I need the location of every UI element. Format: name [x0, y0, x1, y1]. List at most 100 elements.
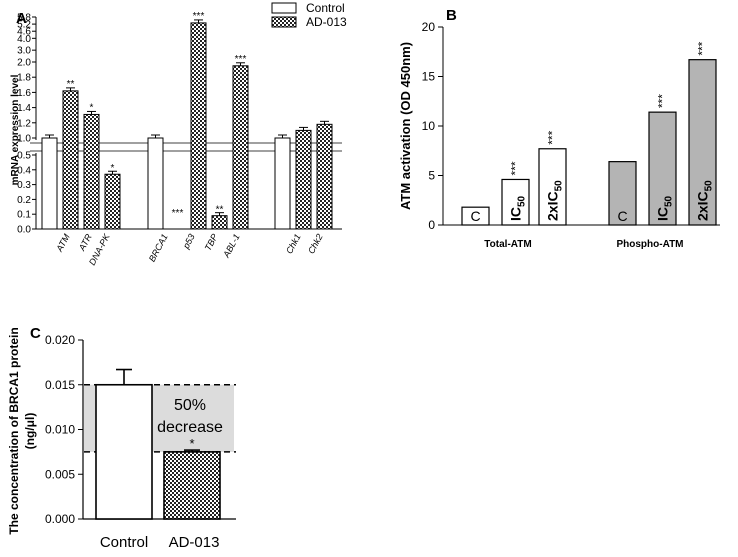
panel-a-letter: A	[16, 10, 27, 27]
y-tick-label: 1.0	[17, 134, 31, 145]
y-tick-label: 0.005	[45, 467, 75, 481]
annotation-percent: 50%	[174, 397, 206, 414]
bar	[538, 148, 567, 226]
panel-b-y-axis-label: ATM activation (OD 450nm)	[398, 42, 413, 210]
significance-marker: ***	[235, 54, 247, 65]
bar	[501, 178, 530, 226]
bar-ad013	[104, 173, 121, 230]
y-tick-label: 0.020	[45, 333, 75, 347]
y-tick-label: 5.8	[17, 13, 31, 24]
y-tick-label: 0.0	[17, 225, 31, 236]
y-tick-label: 1.2	[17, 118, 31, 129]
y-tick-label: 20	[422, 20, 436, 34]
bar-ad013	[211, 215, 228, 230]
y-tick-label: 2.0	[17, 58, 31, 69]
bar	[648, 111, 677, 226]
bar-label: 2xIC50	[695, 180, 715, 221]
category-label: ATM	[54, 232, 72, 254]
bar-ad013	[190, 22, 207, 230]
bar-label: IC50	[655, 195, 675, 221]
category-label-ad013: AD-013	[169, 534, 220, 551]
y-tick-label: 5.2	[17, 20, 31, 31]
panel-a-bars: ***************	[41, 11, 333, 230]
y-tick-label: 5	[428, 169, 435, 183]
category-label: TBP	[203, 232, 220, 252]
panel-b-letter: B	[446, 7, 457, 24]
panel-c-letter: C	[30, 325, 41, 342]
bar-label: 2xIC50	[545, 180, 565, 221]
category-label: p53	[180, 232, 196, 251]
bar-label: C	[617, 208, 627, 224]
bar	[461, 206, 490, 226]
panel-c-y-axis-unit: (ng/μl)	[23, 413, 37, 450]
category-label: ATR	[76, 232, 94, 253]
bar-label: IC50	[508, 195, 528, 221]
bar-ad013	[316, 123, 333, 230]
axis-break-gap	[30, 144, 342, 150]
bar	[688, 59, 717, 226]
y-tick-label: 10	[422, 119, 436, 133]
y-tick-label: 3.0	[17, 46, 31, 57]
y-tick-label: 1.6	[17, 88, 31, 99]
bar-control	[274, 137, 291, 230]
significance-marker: *	[189, 436, 194, 451]
y-tick-label: 0.2	[17, 195, 31, 206]
y-tick-label: 15	[422, 70, 436, 84]
significance-marker: ***	[696, 41, 710, 55]
category-label: Chk1	[284, 232, 303, 255]
bar	[95, 383, 153, 520]
panel-c-y-axis-label: The concentration of BRCA1 protein	[7, 327, 21, 534]
annotation-decrease: decrease	[157, 419, 223, 436]
y-tick-label: 0.5	[17, 151, 31, 162]
legend-swatch-ad013	[271, 16, 297, 28]
decrease-band-fill	[150, 384, 234, 452]
bar	[163, 451, 221, 520]
panel-b-chart: B ATM activation (OD 450nm) 0 5 10 15 20 C IC…	[398, 7, 720, 250]
panel-c-chart: C The concentration of BRCA1 protein (ng…	[7, 325, 236, 551]
significance-marker: **	[216, 205, 224, 216]
legend-label-control: Control	[306, 1, 345, 15]
bar	[608, 161, 637, 226]
panel-b-bars: C IC50 *** 2xIC50 *** C IC50 *** 2xIC50 ***	[461, 41, 717, 226]
significance-marker: ***	[546, 130, 560, 144]
significance-marker: *	[90, 102, 94, 113]
y-tick-label: 1.4	[17, 103, 31, 114]
y-tick-label: 0.1	[17, 210, 31, 221]
category-label: BRCA1	[147, 232, 170, 263]
significance-marker: ***	[193, 11, 205, 22]
legend-label-ad013: AD-013	[306, 15, 347, 29]
bar-ad013	[62, 90, 79, 230]
panel-c-y-axis: 0.000 0.005 0.010 0.015 0.020	[45, 333, 236, 526]
category-label: Chk2	[306, 232, 325, 255]
bar-control	[41, 137, 58, 230]
y-tick-label: 0.015	[45, 378, 75, 392]
significance-marker: ***	[172, 208, 184, 219]
bar-control	[147, 137, 164, 230]
panel-c-bars: *	[95, 368, 221, 520]
category-label-control: Control	[100, 534, 148, 551]
category-label: ABL-1	[221, 232, 242, 260]
bar-label: C	[470, 208, 480, 224]
panel-a-chart: A mRNA expression level Control AD-013 0…	[10, 1, 347, 267]
panel-a-y-axis: 0.0 0.1 0.2 0.3 0.4 0.5 1.0 1.2 1.4 1.6 1.8 2.03.0 4…	[17, 13, 342, 236]
group-label-phospho-atm: Phospho-ATM	[616, 239, 683, 250]
group-label-total-atm: Total-ATM	[484, 239, 531, 250]
y-tick-label: 4.6	[17, 27, 31, 38]
y-tick-label: 0.3	[17, 180, 31, 191]
bar-ad013	[295, 129, 312, 230]
significance-marker: ***	[656, 94, 670, 108]
decrease-band-fill	[84, 384, 96, 452]
y-tick-label: 0	[428, 218, 435, 232]
y-tick-label: 0.000	[45, 512, 75, 526]
legend-swatch-control	[271, 2, 297, 14]
significance-marker: *	[111, 163, 115, 174]
y-tick-label: 1.8	[17, 73, 31, 84]
significance-marker: **	[67, 79, 75, 90]
bar-ad013	[83, 113, 100, 230]
y-tick-label: 0.4	[17, 165, 31, 176]
bar-ad013	[232, 65, 249, 230]
panel-a-y-axis-label: mRNA expression level	[10, 74, 21, 185]
significance-marker: ***	[509, 161, 523, 175]
